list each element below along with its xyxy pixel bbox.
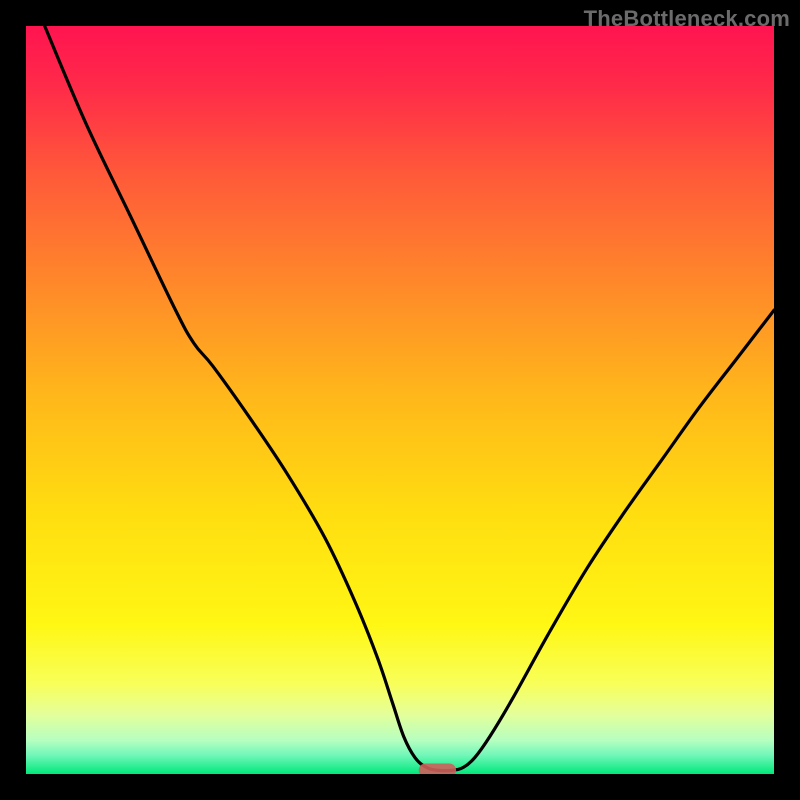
chart-background xyxy=(26,26,774,774)
frame xyxy=(0,0,26,800)
frame xyxy=(0,774,800,800)
frame xyxy=(774,0,800,800)
chart-container: TheBottleneck.com xyxy=(0,0,800,800)
bottleneck-chart xyxy=(0,0,800,800)
watermark-text: TheBottleneck.com xyxy=(584,6,790,32)
